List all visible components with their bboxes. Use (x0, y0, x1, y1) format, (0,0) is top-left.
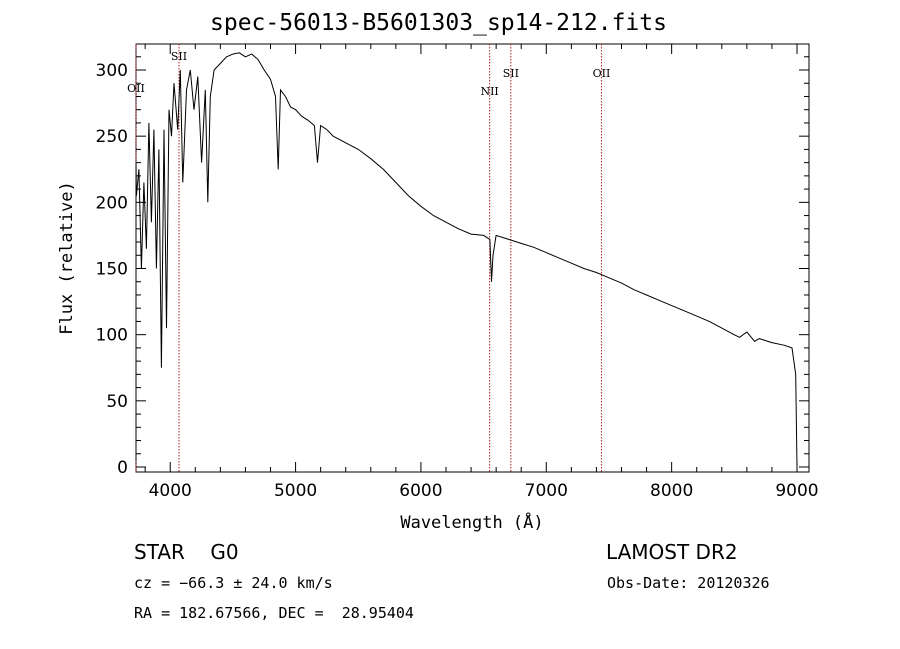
plot-frame (135, 43, 810, 473)
spectrum-line (135, 52, 798, 468)
emission-marker-label: OII (127, 82, 145, 95)
survey-name: LAMOST DR2 (606, 540, 738, 564)
object-class: STAR G0 (134, 540, 239, 564)
y-axis-label: Flux (relative) (57, 181, 77, 335)
x-tick-label: 6000 (399, 481, 442, 501)
y-tick-label: 300 (96, 61, 128, 81)
emission-marker-label: OII (593, 67, 611, 80)
chart-title: spec-56013-B5601303_sp14-212.fits (210, 10, 667, 36)
x-axis-label: Wavelength (Å) (400, 511, 543, 533)
coordinates: RA = 182.67566, DEC = 28.95404 (134, 604, 414, 622)
y-tick-label: 150 (96, 260, 128, 280)
emission-marker-label: SII (503, 67, 519, 80)
emission-marker-label: SII (171, 50, 187, 63)
y-tick-label: 100 (96, 326, 128, 346)
y-tick-label: 0 (117, 458, 128, 478)
y-tick-label: 250 (96, 127, 128, 147)
x-tick-label: 4000 (149, 481, 192, 501)
emission-marker-label: NII (480, 85, 498, 98)
axis-ticks: 4000 5000 6000 7000 8000 9000 0 50 100 150 200 250 3… (96, 44, 819, 501)
y-tick-label: 200 (96, 193, 128, 213)
observation-date: Obs-Date: 20120326 (607, 574, 770, 592)
y-tick-label: 50 (106, 392, 128, 412)
x-tick-label: 5000 (274, 481, 317, 501)
x-tick-label: 9000 (775, 481, 818, 501)
x-tick-label: 8000 (650, 481, 693, 501)
x-tick-label: 7000 (525, 481, 568, 501)
redshift-cz: cz = −66.3 ± 24.0 km/s (134, 574, 333, 592)
